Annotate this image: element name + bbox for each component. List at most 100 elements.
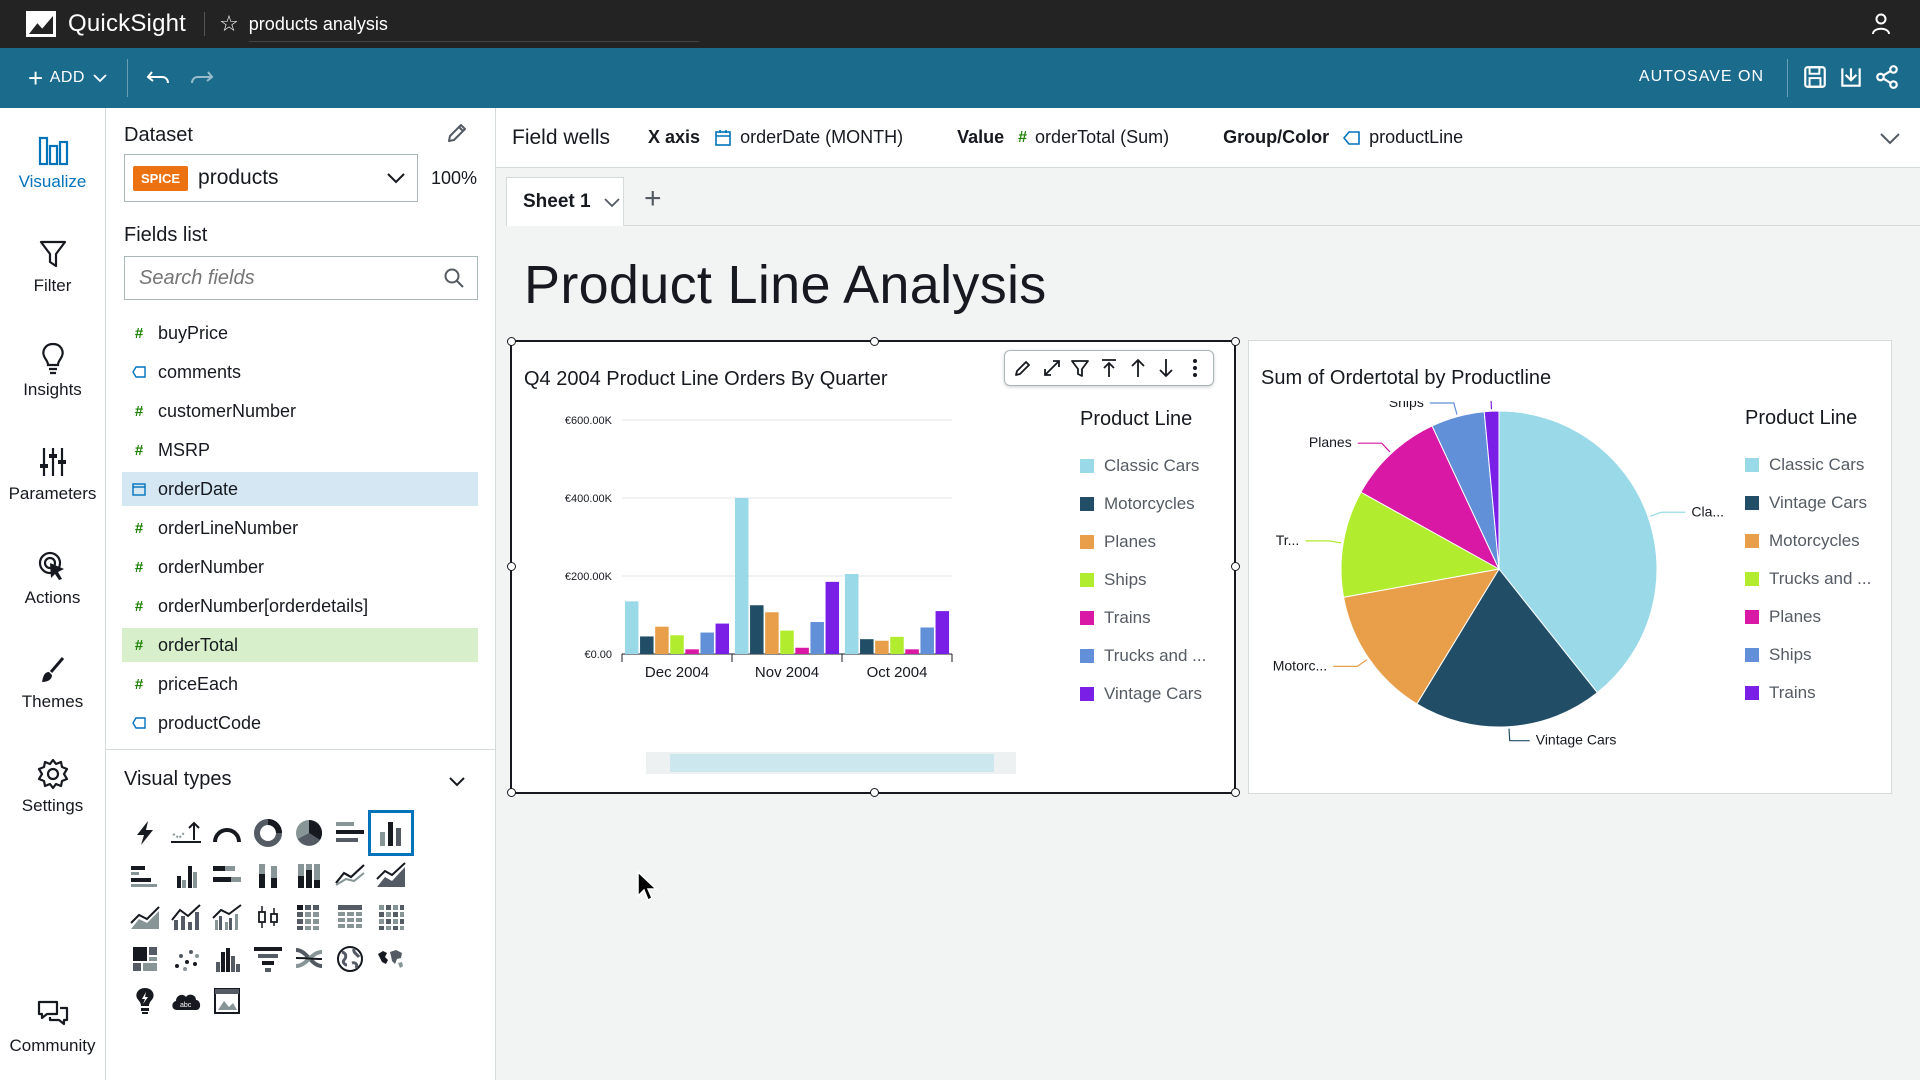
nav-filter[interactable]: Filter (0, 234, 105, 296)
word-cloud-icon[interactable]: abc (165, 980, 207, 1022)
legend-item[interactable]: Vintage Cars (1080, 675, 1206, 713)
analysis-name[interactable]: products analysis (248, 14, 699, 42)
bar[interactable] (670, 635, 684, 654)
donut-chart-icon[interactable] (247, 812, 289, 854)
pie-slice[interactable] (1416, 568, 1599, 728)
field-item[interactable]: # priceEach (122, 667, 478, 701)
undo-icon[interactable] (146, 68, 172, 88)
pie-slice[interactable] (1340, 491, 1501, 598)
area-line-chart-icon[interactable] (370, 854, 412, 896)
bar-line-combo-icon[interactable] (165, 896, 207, 938)
pie-chart-visual[interactable]: Sum of Ordertotal by Productline Cla... V… (1248, 340, 1892, 794)
field-item[interactable]: orderDate (122, 472, 478, 506)
heat-map-icon[interactable] (370, 896, 412, 938)
bar[interactable] (844, 574, 859, 654)
pie-slice[interactable] (1498, 410, 1658, 694)
resize-handle[interactable] (1231, 337, 1240, 346)
legend-item[interactable]: Trucks and ... (1745, 560, 1871, 598)
sheet-tab[interactable]: Sheet 1 (506, 177, 624, 226)
horizontal-bar-chart-icon[interactable] (329, 812, 371, 854)
bar[interactable] (700, 632, 714, 654)
more-options-icon[interactable] (1184, 357, 1206, 379)
stacked-column-icon[interactable] (247, 854, 289, 896)
custom-visual-content-icon[interactable] (206, 980, 248, 1022)
clustered-line-combo-icon[interactable] (206, 896, 248, 938)
legend-item[interactable]: Motorcycles (1745, 522, 1871, 560)
pivot-table-icon[interactable] (288, 896, 330, 938)
expand-icon[interactable] (1041, 357, 1063, 379)
nav-actions[interactable]: Actions (0, 546, 105, 608)
field-item[interactable]: # buyPrice (122, 316, 478, 350)
nav-settings[interactable]: Settings (0, 754, 105, 816)
bar[interactable] (875, 640, 889, 654)
scatter-plot-icon[interactable] (165, 938, 207, 980)
legend-item[interactable]: Trains (1080, 599, 1206, 637)
field-item[interactable]: comments (122, 355, 478, 389)
stacked-100-column-icon[interactable] (288, 854, 330, 896)
resize-handle[interactable] (507, 337, 516, 346)
visual-title[interactable]: Sum of Ordertotal by Productline (1261, 367, 1552, 389)
pie-slice[interactable] (1342, 568, 1501, 705)
area-chart-icon[interactable] (124, 896, 166, 938)
line-chart-icon[interactable] (329, 854, 371, 896)
gauge-icon[interactable] (206, 812, 248, 854)
legend-item[interactable]: Ships (1080, 561, 1206, 599)
pencil-icon[interactable] (444, 120, 470, 146)
stacked-bar-icon[interactable] (206, 854, 248, 896)
export-icon[interactable] (1838, 64, 1864, 90)
group-color-well-value[interactable]: productLine (1369, 127, 1464, 147)
bar[interactable] (825, 581, 840, 654)
bar[interactable] (810, 622, 824, 654)
legend-item[interactable]: Ships (1745, 636, 1871, 674)
add-sheet-button[interactable]: + (644, 182, 662, 215)
bar[interactable] (795, 647, 809, 654)
autosave-status[interactable]: AUTOSAVE ON (1638, 68, 1764, 85)
field-item[interactable]: productCode (122, 706, 478, 740)
bar[interactable] (734, 498, 749, 654)
bar[interactable] (890, 636, 904, 654)
quicksight-logo[interactable]: QuickSight (26, 10, 186, 38)
legend-item[interactable]: Motorcycles (1080, 485, 1206, 523)
save-icon[interactable] (1802, 64, 1828, 90)
legend-item[interactable]: Trains (1745, 674, 1871, 712)
clustered-column-icon[interactable] (165, 854, 207, 896)
legend-item[interactable]: Vintage Cars (1745, 484, 1871, 522)
redo-icon[interactable] (188, 68, 214, 88)
bar[interactable] (655, 626, 669, 654)
resize-handle[interactable] (507, 562, 516, 571)
share-icon[interactable] (1874, 64, 1900, 90)
histogram-icon[interactable] (206, 938, 248, 980)
sankey-diagram-icon[interactable] (288, 938, 330, 980)
bar[interactable] (905, 649, 919, 654)
move-to-top-icon[interactable] (1098, 357, 1120, 379)
add-button[interactable]: + ADD (28, 65, 107, 91)
field-item[interactable]: # orderTotal (122, 628, 478, 662)
field-wells-bar[interactable]: Field wells X axis orderDate (MONTH) Val… (496, 108, 1920, 168)
field-item[interactable]: # customerNumber (122, 394, 478, 428)
funnel-chart-icon[interactable] (247, 938, 289, 980)
vertical-bar-chart-icon[interactable] (368, 810, 414, 856)
pie-chart-icon[interactable] (288, 812, 330, 854)
kpi-icon[interactable] (165, 812, 207, 854)
dataset-select[interactable]: SPICE products (124, 154, 418, 202)
bar[interactable] (920, 627, 934, 654)
pie-slice[interactable] (1360, 425, 1501, 571)
chevron-down-icon[interactable] (1878, 126, 1902, 150)
pie-slice[interactable] (1483, 410, 1500, 570)
bar[interactable] (860, 639, 874, 654)
legend-item[interactable]: Planes (1745, 598, 1871, 636)
nav-visualize[interactable]: Visualize (0, 130, 105, 192)
resize-handle[interactable] (1231, 788, 1240, 797)
table-icon[interactable] (329, 896, 371, 938)
bar[interactable] (624, 601, 639, 654)
bar[interactable] (765, 612, 779, 654)
field-item[interactable]: # orderLineNumber (122, 511, 478, 545)
filter-icon[interactable] (1069, 357, 1091, 379)
field-item[interactable]: # MSRP (122, 433, 478, 467)
resize-handle[interactable] (870, 788, 879, 797)
nav-parameters[interactable]: Parameters (0, 442, 105, 504)
bar-chart-visual[interactable]: Q4 2004 Product Line Orders By Quarter €… (507, 337, 1240, 797)
bar[interactable] (750, 605, 764, 654)
star-icon[interactable]: ☆ (219, 11, 239, 36)
legend-item[interactable]: Classic Cars (1080, 447, 1206, 485)
